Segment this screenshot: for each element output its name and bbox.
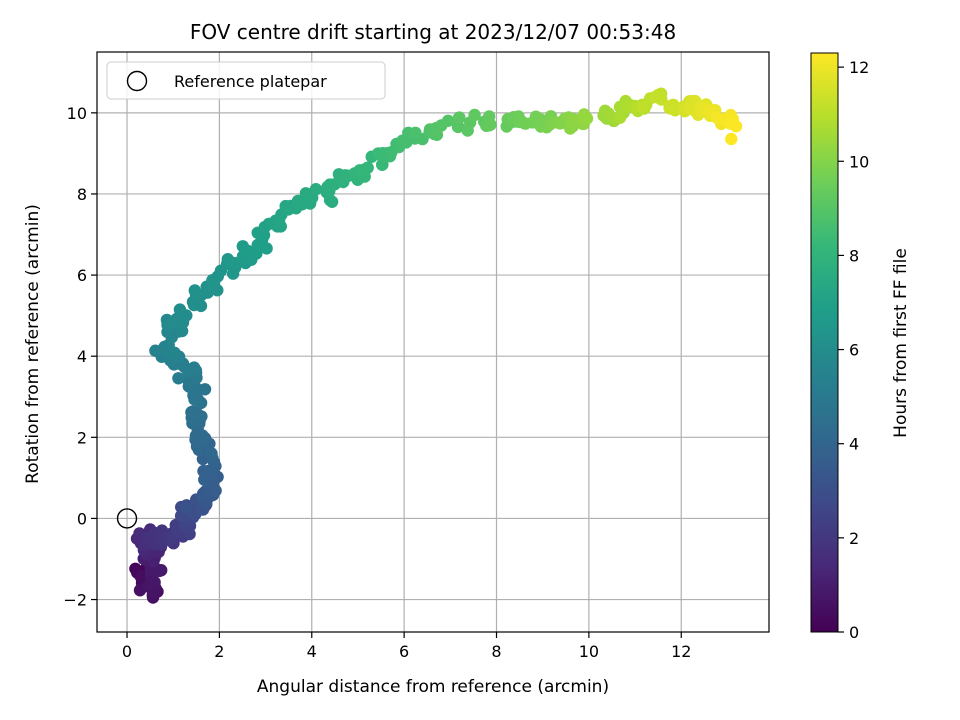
- data-point: [453, 111, 466, 124]
- data-point: [187, 298, 201, 312]
- colorbar-tick-label: 8: [849, 246, 859, 265]
- y-tick-label: 8: [77, 185, 87, 204]
- x-axis-label: Angular distance from reference (arcmin): [257, 677, 609, 697]
- legend-box: [106, 61, 386, 100]
- colorbar-label: Hours from first FF file: [891, 248, 911, 438]
- data-point: [725, 132, 738, 146]
- data-point: [182, 365, 195, 378]
- data-point: [580, 112, 594, 125]
- y-tick-label: −2: [63, 591, 87, 610]
- data-point: [372, 147, 385, 160]
- reference-platepar-marker: [116, 508, 138, 529]
- data-point: [683, 101, 696, 115]
- data-point: [636, 100, 649, 113]
- x-tick-label: 4: [307, 642, 317, 661]
- x-tick-label: 8: [491, 642, 501, 661]
- colorbar-tick-label: 12: [849, 58, 869, 77]
- data-point: [206, 274, 219, 287]
- legend: Reference platepar: [106, 61, 386, 100]
- data-point: [225, 256, 238, 270]
- colorbar-tick-label: 4: [849, 435, 859, 454]
- data-point: [173, 303, 187, 316]
- data-point: [172, 372, 185, 385]
- colorbar-tick-label: 2: [849, 529, 859, 548]
- x-tick-label: 2: [214, 642, 224, 661]
- data-point: [179, 501, 193, 514]
- data-point: [613, 111, 627, 124]
- y-tick-label: 0: [77, 509, 87, 528]
- data-point: [205, 447, 218, 460]
- data-point: [468, 108, 481, 122]
- data-point: [430, 121, 443, 135]
- data-point: [655, 93, 668, 106]
- data-point: [409, 126, 422, 139]
- data-point: [484, 118, 497, 131]
- colorbar-gradient: [810, 52, 839, 633]
- data-point: [712, 112, 726, 126]
- data-point: [198, 383, 212, 396]
- y-tick-label: 6: [77, 266, 87, 285]
- y-tick-label: 4: [77, 347, 87, 366]
- colorbar: 0 2 4 6 8 10 12 Hours from first FF file: [810, 52, 911, 642]
- data-point: [240, 245, 253, 258]
- data-point: [202, 464, 215, 478]
- x-tick-label: 10: [579, 642, 599, 661]
- data-point: [729, 120, 743, 133]
- data-point: [149, 344, 162, 357]
- data-point: [452, 120, 465, 133]
- y-tick-label: 10: [67, 104, 87, 123]
- data-point: [291, 194, 305, 208]
- colorbar-tick-label: 10: [849, 152, 869, 171]
- data-point: [166, 316, 179, 329]
- data-point: [188, 284, 201, 297]
- legend-marker: [126, 70, 148, 92]
- plot-frame: [96, 51, 770, 633]
- x-tick-label: 0: [122, 642, 132, 661]
- y-axis-label: Rotation from reference (arcmin): [23, 204, 43, 484]
- data-point: [135, 569, 148, 583]
- colorbar-tick-label: 0: [849, 623, 859, 642]
- data-point: [209, 484, 222, 497]
- legend-label: Reference platepar: [174, 72, 327, 91]
- data-points: [116, 87, 743, 604]
- x-tick-label: 12: [671, 642, 691, 661]
- data-point: [188, 393, 201, 406]
- data-point: [309, 183, 323, 196]
- x-tick-label: 6: [399, 642, 409, 661]
- chart-title: FOV centre drift starting at 2023/12/07 …: [190, 20, 676, 44]
- data-point: [441, 114, 455, 128]
- data-point: [358, 163, 371, 176]
- axes: [91, 51, 770, 638]
- tick-labels: 0 2 4 6 8 10 12 −2 0 2 4 6 8 10: [63, 104, 691, 661]
- colorbar-tick-label: 6: [849, 341, 859, 360]
- y-tick-label: 2: [77, 428, 87, 447]
- data-point: [168, 346, 181, 359]
- data-point: [187, 405, 200, 418]
